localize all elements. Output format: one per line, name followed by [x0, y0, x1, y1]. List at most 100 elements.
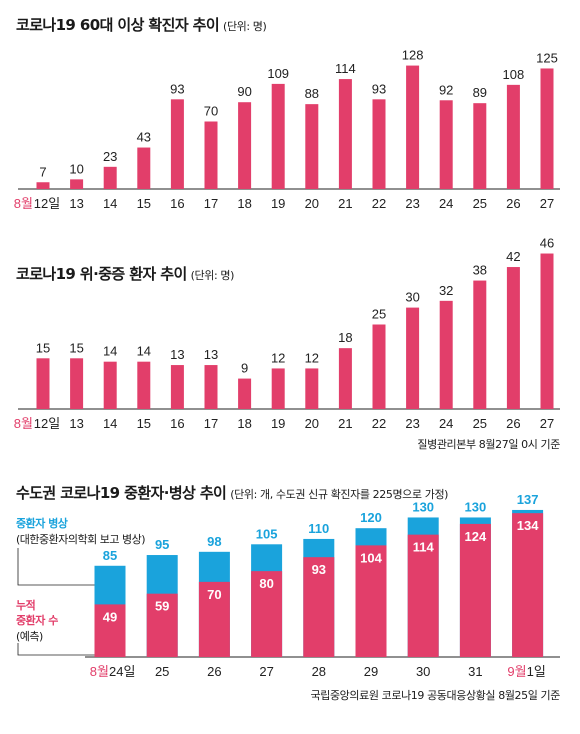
chart3-tick-label: 30	[416, 664, 430, 679]
chart2-bar	[70, 358, 84, 409]
chart1-value-label: 88	[305, 86, 319, 101]
chart1-tick-label: 19	[271, 196, 285, 211]
chart2-value-label: 32	[439, 283, 453, 298]
legend-patients-title-2: 중환자 수	[16, 614, 58, 627]
chart3-source: 국립중앙의료원 코로나19 공동대응상황실 8월25일 기준	[310, 689, 561, 702]
chart2-bar	[473, 280, 487, 409]
chart1-value-label: 93	[372, 81, 386, 96]
legend-beds-connector	[17, 548, 95, 586]
chart3-patient-bar	[251, 571, 283, 657]
chart1-tick-label: 24	[439, 196, 453, 211]
chart2-bar	[540, 253, 554, 409]
chart3-bed-value-label: 105	[256, 526, 278, 541]
chart2-bar	[439, 300, 453, 409]
chart3-title: 수도권 코로나19 중환자·병상 추이 (단위: 개, 수도권 신규 확진자를 2…	[16, 484, 449, 502]
chart1-bar	[170, 99, 184, 189]
chart3-patient-value-label: 70	[207, 587, 221, 602]
chart1-value-label: 43	[137, 130, 151, 145]
chart1-tick-label: 22	[372, 196, 386, 211]
chart2-tick-label: 18	[237, 416, 251, 431]
chart3-patient-bar	[198, 581, 230, 657]
chart3-tick-label: 26	[207, 664, 221, 679]
chart3-patient-value-label: 104	[360, 550, 382, 565]
chart2-bar	[338, 348, 352, 409]
chart1-value-label: 114	[335, 61, 356, 76]
chart1-value-label: 23	[103, 149, 117, 164]
chart3-patient-value-label: 80	[259, 576, 273, 591]
chart2-title: 코로나19 위·중증 환자 추이 (단위: 명)	[16, 265, 235, 283]
legend-beds-title: 중환자 병상	[16, 517, 68, 530]
chart2-tick-label: 27	[540, 416, 554, 431]
legend-patients-note: (예측)	[16, 630, 43, 643]
chart1-value-label: 10	[69, 161, 83, 176]
chart1-tick-label: 25	[473, 196, 487, 211]
chart3-bed-value-label: 130	[465, 499, 487, 514]
chart1-bar	[372, 99, 386, 189]
chart1-unit: (단위: 명)	[223, 20, 267, 33]
chart1-bar	[439, 100, 453, 189]
chart2-tick-label: 22	[372, 416, 386, 431]
chart2-bar	[204, 365, 218, 409]
chart1-bar	[305, 104, 319, 189]
chart2-tick-label: 13	[69, 416, 83, 431]
chart2-value-label: 15	[36, 340, 50, 355]
chart3-patient-bar	[146, 593, 178, 657]
chart3-bed-value-label: 110	[308, 521, 329, 536]
chart1-bar	[406, 65, 420, 189]
chart2-tick-label: 16	[170, 416, 184, 431]
chart3-patient-value-label: 114	[413, 540, 435, 555]
chart1-value-label: 128	[402, 48, 424, 63]
chart3-tick-label: 29	[364, 664, 378, 679]
chart2-value-label: 30	[405, 290, 419, 305]
chart3-patient-bar	[459, 523, 491, 657]
chart2-value-label: 18	[338, 330, 352, 345]
chart3-tick-label: 31	[468, 664, 482, 679]
chart2-value-label: 13	[170, 347, 184, 362]
chart2-source: 질병관리본부 8월27일 0시 기준	[417, 438, 560, 451]
chart2-bar	[170, 365, 184, 409]
chart2-bar	[271, 368, 285, 409]
chart3-unit: (단위: 개, 수도권 신규 확진자를 225명으로 가정)	[230, 488, 449, 501]
chart1-bar	[271, 83, 285, 189]
chart2-value-label: 13	[204, 347, 218, 362]
chart1-bar	[506, 84, 520, 189]
chart2-bar	[406, 307, 420, 409]
chart2-tick-label: 25	[473, 416, 487, 431]
chart1-bar	[36, 182, 50, 189]
chart2-value-label: 14	[103, 344, 117, 359]
chart1-tick-label: 23	[405, 196, 419, 211]
chart1-tick-label: 17	[204, 196, 218, 211]
chart1-tick-label: 27	[540, 196, 554, 211]
legend-beds-note: (대한중환자의학회 보고 병상)	[16, 533, 146, 546]
chart2-value-label: 9	[241, 361, 248, 376]
chart1-value-label: 92	[439, 82, 453, 97]
chart2-unit: (단위: 명)	[190, 269, 235, 282]
chart1-tick-label: 15	[137, 196, 151, 211]
legend-patients-connector	[17, 643, 95, 656]
chart1-bar	[70, 179, 84, 189]
chart2-tick-label: 19	[271, 416, 285, 431]
chart2-bar	[36, 358, 50, 409]
chart2-month-label: 8월	[14, 416, 33, 431]
chart2-value-label: 38	[473, 263, 487, 278]
chart3-month-label: 8월	[90, 664, 109, 679]
chart3-bed-value-label: 98	[207, 534, 221, 549]
chart1-bar	[473, 103, 487, 189]
chart2-tick-label: 17	[204, 416, 218, 431]
chart3-month-label: 9월	[507, 664, 526, 679]
chart2-tick-label: 26	[506, 416, 520, 431]
chart1-tick-label: 14	[103, 196, 117, 211]
chart1-value-label: 70	[204, 104, 218, 119]
chart3-tick-label: 25	[155, 664, 169, 679]
chart2-value-label: 15	[69, 340, 83, 355]
chart1-tick-label: 13	[69, 196, 83, 211]
chart2-value-label: 12	[271, 350, 285, 365]
chart3-patient-value-label: 134	[517, 518, 539, 533]
chart3-bed-value-label: 137	[517, 492, 539, 507]
chart3-bed-value-label: 95	[155, 537, 169, 552]
chart2-tick-label: 23	[405, 416, 419, 431]
chart3-patient-value-label: 59	[155, 599, 169, 614]
chart2-value-label: 42	[506, 249, 520, 264]
chart3-bed-value-label: 130	[412, 499, 434, 514]
